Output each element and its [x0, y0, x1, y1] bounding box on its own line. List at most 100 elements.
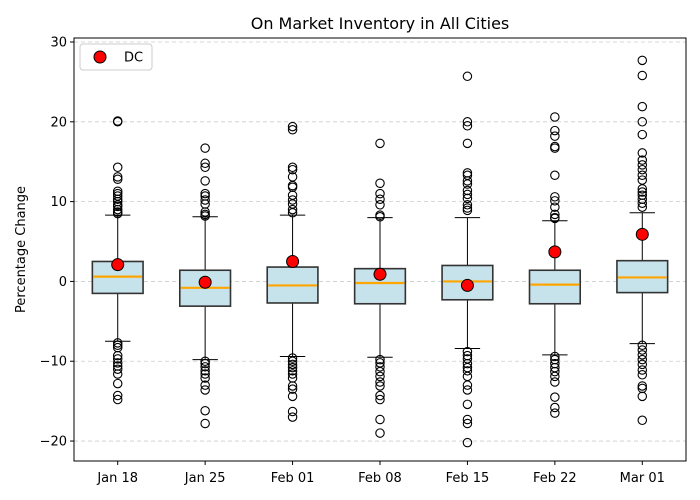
y-axis-label: Percentage Change — [14, 186, 29, 313]
y-tick-label: 30 — [50, 35, 67, 50]
outlier-point — [462, 189, 473, 200]
outlier-point — [112, 340, 123, 351]
outlier-point — [637, 354, 648, 365]
y-tick-label: 20 — [50, 115, 67, 130]
outlier-point — [112, 390, 123, 401]
outlier-point — [287, 412, 298, 422]
outlier-point — [637, 202, 648, 212]
outlier-point — [637, 370, 648, 380]
outlier-point — [550, 392, 560, 402]
outlier-point — [375, 394, 385, 405]
outlier-point — [550, 131, 560, 141]
outlier-point — [287, 406, 298, 417]
outlier-point — [112, 162, 123, 173]
legend-box — [79, 43, 153, 71]
legend-marker — [93, 50, 107, 64]
outlier-point — [550, 366, 560, 377]
dc-point — [635, 227, 649, 241]
outlier-point — [287, 362, 298, 373]
y-tick-label: −10 — [40, 355, 67, 370]
outlier-point — [112, 117, 123, 127]
legend: DC — [79, 43, 153, 71]
x-tick-label: Feb 01 — [271, 471, 315, 486]
outlier-point — [112, 194, 123, 204]
outlier-point — [112, 172, 123, 182]
outlier-point — [462, 193, 473, 204]
dc-point — [286, 254, 300, 268]
outlier-point — [287, 204, 298, 215]
outlier-point — [462, 203, 473, 213]
outlier-point — [462, 176, 473, 186]
y-tick-label: 10 — [50, 195, 67, 210]
outlier-point — [550, 202, 560, 212]
outlier-point — [112, 378, 123, 389]
outlier-point — [462, 385, 473, 395]
dc-point — [198, 275, 212, 289]
outlier-point — [287, 195, 298, 205]
outlier-point — [287, 162, 298, 173]
outlier-point — [200, 356, 210, 366]
outlier-point — [200, 207, 210, 217]
x-tick-label: Jan 18 — [96, 471, 138, 486]
outlier-point — [637, 70, 648, 81]
outlier-point — [462, 71, 473, 82]
outlier-point — [200, 158, 210, 169]
outlier-point — [462, 346, 473, 357]
outlier-point — [287, 359, 298, 370]
x-tick-label: Feb 22 — [533, 471, 577, 486]
outlier-point — [550, 213, 560, 224]
outlier-point — [550, 402, 560, 413]
outlier-point — [200, 195, 210, 205]
outlier-point — [200, 362, 210, 372]
outlier-point — [200, 380, 210, 390]
outlier-point — [287, 356, 298, 366]
outlier-point — [200, 405, 210, 416]
outlier-point — [637, 187, 648, 197]
x-tick-label: Jan 25 — [184, 471, 226, 486]
x-axis: Jan 18 Jan 25 Feb 01 Feb 08 Feb 15 Feb 22 Mar … — [96, 461, 665, 486]
outlier-point — [550, 371, 560, 382]
outlier-point — [637, 184, 648, 194]
outlier-point — [287, 366, 298, 376]
outlier-point — [287, 384, 298, 394]
dc-point — [460, 278, 474, 292]
outlier-point — [637, 365, 648, 375]
outlier-point — [550, 408, 560, 418]
outlier-point — [200, 162, 210, 173]
outlier-point — [637, 340, 648, 351]
outlier-point — [550, 351, 560, 362]
outlier-point — [462, 205, 473, 216]
outlier-point — [637, 415, 648, 426]
outlier-point — [637, 350, 648, 360]
outlier-point — [200, 373, 210, 383]
outlier-point — [637, 117, 648, 127]
outlier-point — [112, 354, 123, 364]
outlier-point — [200, 366, 210, 376]
outlier-point — [200, 143, 210, 153]
outlier-point — [112, 208, 123, 219]
outlier-point — [287, 353, 298, 363]
outliers — [112, 55, 648, 448]
outlier-point — [637, 170, 648, 181]
outlier-point — [550, 196, 560, 206]
outlier-point — [112, 394, 123, 405]
x-tick-label: Feb 08 — [358, 471, 402, 486]
outlier-point — [375, 212, 385, 222]
outlier-point — [462, 138, 473, 149]
outlier-point — [112, 338, 123, 348]
outlier-point — [375, 188, 385, 199]
outlier-point — [375, 178, 385, 189]
outlier-point — [462, 414, 473, 425]
y-tick-label: 0 — [59, 275, 67, 290]
outlier-point — [637, 155, 648, 165]
outlier-point — [375, 362, 385, 372]
outlier-point — [462, 121, 473, 131]
outlier-point — [462, 366, 473, 376]
outlier-point — [375, 200, 385, 210]
outlier-point — [462, 380, 473, 390]
outlier-point — [375, 138, 385, 149]
outlier-point — [550, 112, 560, 122]
outlier-point — [637, 391, 648, 402]
y-axis: −20 −10 0 10 20 30 — [40, 35, 74, 450]
